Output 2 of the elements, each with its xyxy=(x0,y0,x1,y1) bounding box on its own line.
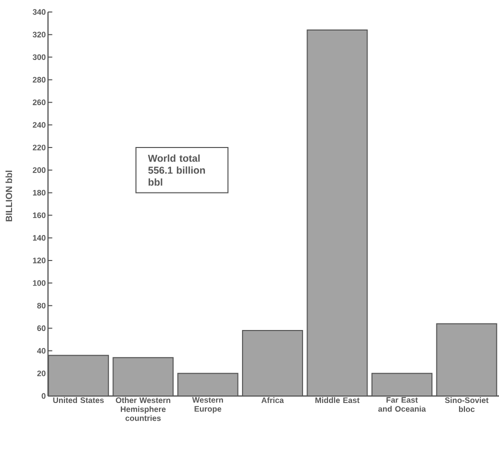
y-axis-title: BILLION bbl xyxy=(6,170,12,222)
annotation: World total 556.1 billion bbl xyxy=(148,154,205,186)
